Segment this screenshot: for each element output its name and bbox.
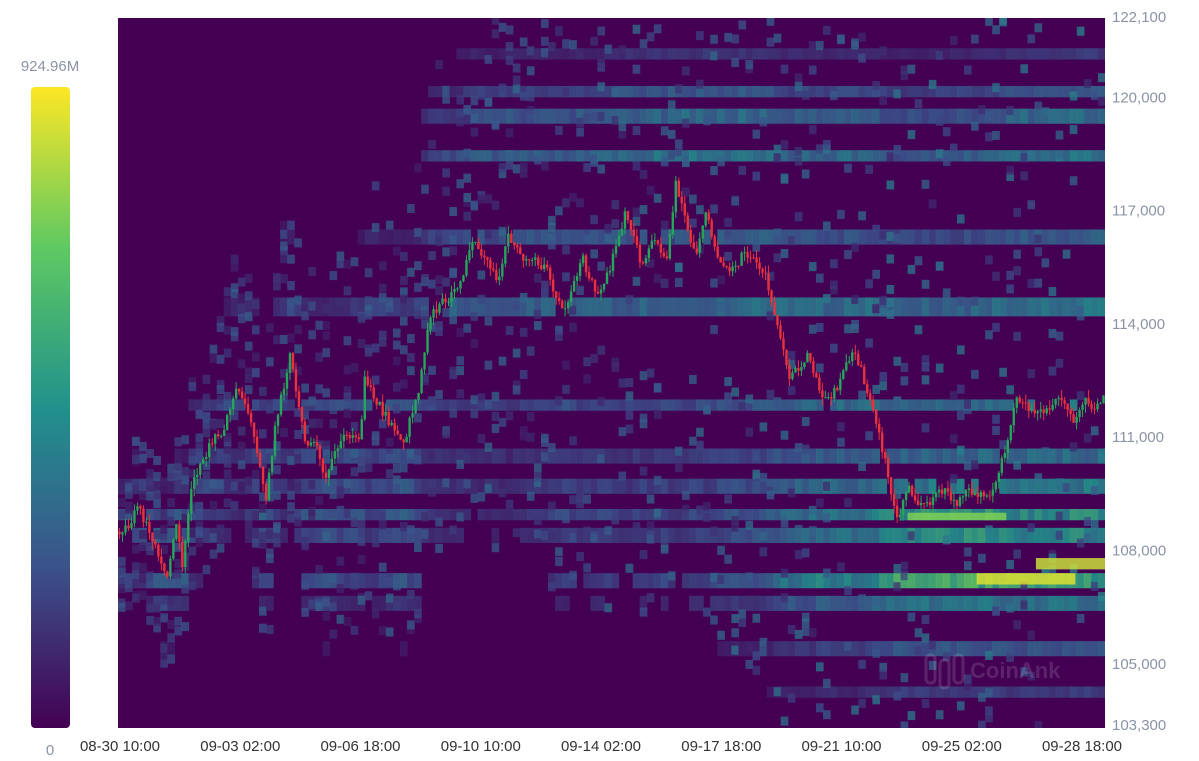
colorbar-gradient xyxy=(31,87,70,728)
y-tick-label: 111,000 xyxy=(1112,429,1164,446)
y-tick-label: 114,000 xyxy=(1112,316,1165,333)
colorbar: 924.96M 0 xyxy=(21,58,79,759)
y-axis: 122,100 120,000 117,000 114,000 111,000 108,0… xyxy=(1112,9,1166,734)
y-tick-label: 103,300 xyxy=(1112,717,1166,734)
x-tick-label: 09-06 18:00 xyxy=(320,738,400,755)
y-tick-label: 122,100 xyxy=(1112,9,1166,26)
colorbar-min-label: 0 xyxy=(46,742,54,759)
colorbar-max-label: 924.96M xyxy=(21,58,79,75)
x-tick-label: 09-28 18:00 xyxy=(1042,738,1122,755)
x-tick-label: 09-14 02:00 xyxy=(561,738,641,755)
watermark-text: CoinAnk xyxy=(970,658,1061,683)
x-tick-label: 09-03 02:00 xyxy=(200,738,280,755)
y-tick-label: 120,000 xyxy=(1112,89,1166,106)
x-axis: 08-30 10:00 09-03 02:00 09-06 18:00 09-10 1… xyxy=(80,738,1122,755)
watermark: CoinAnk xyxy=(924,653,1061,690)
y-tick-label: 117,000 xyxy=(1112,203,1165,220)
x-tick-label: 08-30 10:00 xyxy=(80,738,160,755)
y-tick-label: 105,000 xyxy=(1112,656,1166,673)
y-tick-label: 108,000 xyxy=(1112,543,1166,560)
x-tick-label: 09-10 10:00 xyxy=(441,738,521,755)
x-tick-label: 09-21 10:00 xyxy=(801,738,881,755)
price-candles xyxy=(118,176,1105,580)
x-tick-label: 09-25 02:00 xyxy=(922,738,1002,755)
heatmap-plot-area[interactable] xyxy=(118,16,1135,731)
coinank-logo-icon xyxy=(924,653,965,690)
x-tick-label: 09-17 18:00 xyxy=(681,738,761,755)
